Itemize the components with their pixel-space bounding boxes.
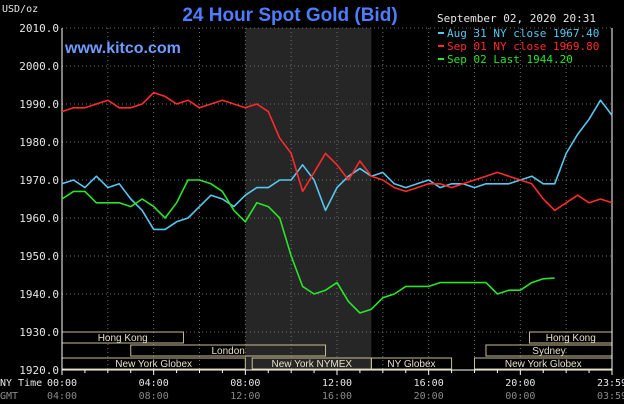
market-session-label: Hong Kong <box>98 333 148 344</box>
x-tick-label-gmt: 04:00 <box>47 391 77 402</box>
nymex-session-shade <box>245 28 372 370</box>
y-tick-label: 1990.0 <box>19 98 59 111</box>
y-tick-label: 1950.0 <box>19 250 59 263</box>
shaded-region <box>245 28 372 370</box>
market-session-label: Hong Kong <box>546 333 596 344</box>
legend-entry: Sep 01 NY close 1969.80 <box>447 40 599 53</box>
timestamp: September 02, 2020 20:31 <box>437 12 596 25</box>
market-session-label: London <box>211 346 244 357</box>
x-tick-label-ny: 16:00 <box>414 378 444 389</box>
legend-entry: Aug 31 NY close 1967.40 <box>447 27 599 40</box>
y-tick-label: 1960.0 <box>19 212 59 225</box>
x-tick-label-ny: 08:00 <box>230 378 260 389</box>
market-session-box <box>370 357 453 370</box>
series-line <box>61 179 555 314</box>
x-tick-label-gmt: 12:00 <box>230 391 260 402</box>
y-tick-labels: 2010.0 2000.0 1990.0 1980.0 1970.0 1960.0 1950… <box>19 22 59 377</box>
y-tick-label: 1980.0 <box>19 136 59 149</box>
price-series <box>61 91 613 314</box>
x-tick-label-gmt: 03:59 <box>597 391 624 402</box>
market-session-label: NY Globex <box>387 359 435 370</box>
x-tick-label-ny: 04:00 <box>139 378 169 389</box>
legend-entry: Sep 02 Last 1944.20 <box>447 53 573 66</box>
market-session-label: New York Globex <box>115 359 192 370</box>
market-session-label: New York NYMEX <box>271 359 352 370</box>
market-session-label: Sydney <box>532 346 565 357</box>
y-tick-label: 2010.0 <box>19 22 59 35</box>
site-watermark: www.kitco.com <box>64 40 181 57</box>
gmt-label: GMT <box>0 391 18 402</box>
unit-label: USD/oz <box>2 4 38 15</box>
x-tick-label-gmt: 08:00 <box>139 391 169 402</box>
x-tick-label-gmt: 16:00 <box>322 391 352 402</box>
y-tick-label: 1920.0 <box>19 364 59 377</box>
market-session-box <box>130 344 327 357</box>
chart-title: 24 Hour Spot Gold (Bid) <box>182 5 397 26</box>
y-tick-label: 1940.0 <box>19 288 59 301</box>
market-session-label: New York Globex <box>505 359 582 370</box>
y-tick-label: 1970.0 <box>19 174 59 187</box>
y-tick-label: 1930.0 <box>19 326 59 339</box>
x-tick-label-ny: 00:00 <box>47 378 77 389</box>
x-tick-label-ny: 12:00 <box>322 378 352 389</box>
ny-time-label: NY Time <box>0 378 42 389</box>
x-tick-labels: 00:00 04:00 08:00 12:00 16:00 20:00 23:59 04:00… <box>47 378 624 402</box>
grid <box>62 27 612 371</box>
x-tick-label-gmt: 20:00 <box>414 391 444 402</box>
x-tick-label-ny: 20:00 <box>505 378 535 389</box>
x-tick-label-gmt: 00:00 <box>505 391 535 402</box>
y-tick-label: 2000.0 <box>19 60 59 73</box>
series-line <box>61 91 613 212</box>
x-tick-label-ny: 23:59 <box>597 378 624 389</box>
